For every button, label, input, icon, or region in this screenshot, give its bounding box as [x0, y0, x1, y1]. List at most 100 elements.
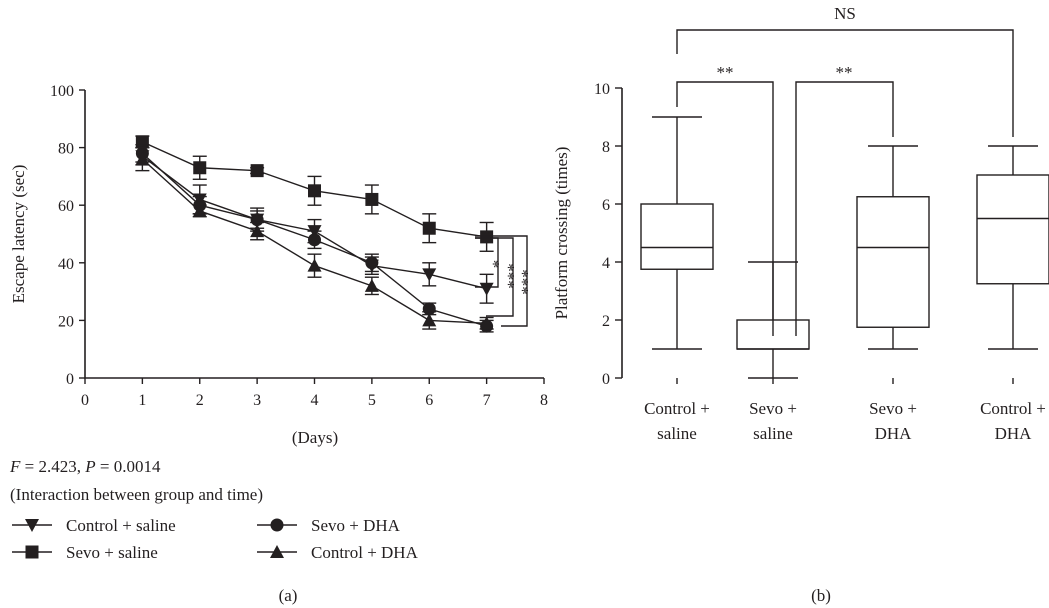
b-category-label: saline — [657, 424, 697, 443]
a-data-point — [479, 282, 494, 296]
b-y-tick-label: 0 — [602, 371, 610, 388]
a-series-2 — [135, 144, 494, 333]
a-x-tick-label: 7 — [483, 392, 491, 409]
b-y-axis-label: Platform crossing (times) — [552, 147, 571, 320]
a-y-tick-label: 80 — [58, 141, 74, 158]
a-series-0 — [135, 146, 494, 304]
a-axes — [84, 90, 544, 379]
a-x-tick-label: 1 — [138, 392, 146, 409]
a-data-point — [135, 152, 150, 166]
a-x-axis-label: (Days) — [292, 428, 338, 447]
b-y-tick-label: 10 — [594, 81, 610, 98]
a-data-point — [192, 203, 207, 217]
a-data-point — [365, 256, 379, 270]
a-sig-label-3: *** — [513, 269, 532, 295]
a-y-tick-label: 100 — [50, 83, 74, 100]
a-legend-label: Sevo + DHA — [311, 516, 401, 535]
b-box-rect — [976, 174, 1049, 285]
a-legend-label: Control + DHA — [311, 543, 419, 562]
a-stat-eq2: = 0.0014 — [96, 457, 161, 476]
a-bracket-3 — [475, 235, 528, 327]
a-data-point — [308, 184, 321, 198]
a-significance-brackets: * *** *** — [475, 235, 532, 327]
a-data-point — [308, 233, 321, 247]
b-y-tick-label: 8 — [602, 139, 610, 156]
b-category-label: DHA — [995, 424, 1033, 443]
a-x-tick-label: 4 — [311, 392, 319, 409]
b-box-rect — [640, 203, 714, 270]
a-x-tick-label: 6 — [425, 392, 433, 409]
a-legend-label: Control + saline — [66, 516, 176, 535]
a-series-3 — [135, 146, 494, 330]
a-x-tick-label: 2 — [196, 392, 204, 409]
b-category-labels: Control + saline Sevo + saline Sevo + DHA Cont… — [644, 399, 1046, 443]
a-legend-marker — [270, 518, 284, 532]
b-category-label: saline — [753, 424, 793, 443]
b-category-label: Control + — [644, 399, 710, 418]
b-bracket-3-label: NS — [834, 4, 856, 23]
a-data-point — [250, 164, 264, 178]
b-y-tick-label: 6 — [602, 197, 610, 214]
a-data-point — [422, 221, 436, 235]
a-x-tick-label: 5 — [368, 392, 376, 409]
b-category-label: Sevo + — [869, 399, 917, 418]
b-bracket-2-label: ** — [836, 63, 853, 82]
a-legend-item: Control + saline — [12, 516, 176, 535]
a-data-point — [250, 224, 265, 238]
b-box-3 — [976, 145, 1049, 384]
a-stat-line: F = 2.423, P = 0.0014 — [9, 457, 161, 476]
a-legend-label: Sevo + saline — [66, 543, 158, 562]
b-category-label: Control + — [980, 399, 1046, 418]
b-boxes — [640, 116, 1049, 384]
a-sig-label-2: *** — [499, 263, 518, 289]
b-significance-brackets: ** ** NS — [676, 4, 1014, 336]
a-legend-marker — [25, 545, 39, 559]
a-y-tick-label: 40 — [58, 256, 74, 273]
a-stat-note: (Interaction between group and time) — [10, 485, 263, 504]
a-legend-marker — [270, 545, 284, 558]
b-category-label: Sevo + — [749, 399, 797, 418]
b-bracket-1-label: ** — [717, 63, 734, 82]
a-data-point — [307, 258, 322, 272]
a-sig-label-1: * — [484, 260, 503, 269]
a-bracket-2 — [475, 237, 514, 317]
a-y-tick-label: 20 — [58, 313, 74, 330]
b-y-tick-label: 4 — [602, 255, 610, 272]
a-legend: Control + saline Sevo + saline Sevo + DHA C… — [12, 516, 419, 562]
a-data-point — [422, 268, 437, 282]
b-axis-ticks: 0 2 4 6 8 10 — [594, 81, 622, 388]
b-bracket-3 — [676, 29, 1014, 137]
a-legend-item: Sevo + DHA — [257, 516, 401, 535]
a-legend-marker — [25, 519, 39, 532]
a-data-point — [364, 278, 379, 292]
a-stat-eq1: = 2.423, — [20, 457, 85, 476]
b-box-rect — [856, 196, 930, 328]
a-stat-f: F — [9, 457, 21, 476]
a-series-group — [135, 135, 494, 333]
b-bracket-2 — [795, 81, 894, 336]
b-box-0 — [640, 116, 714, 384]
box-plot-panel: 0 2 4 6 8 10 Platform crossing (times) Contro… — [552, 4, 1049, 605]
b-box-2 — [856, 145, 930, 384]
a-y-tick-label: 60 — [58, 198, 74, 215]
b-panel-label: (b) — [811, 586, 831, 605]
a-data-point — [193, 161, 207, 175]
a-x-tick-label: 3 — [253, 392, 261, 409]
a-y-axis-label: Escape latency (sec) — [9, 165, 28, 304]
a-x-tick-label: 8 — [540, 392, 548, 409]
b-bracket-1 — [676, 81, 774, 336]
b-category-label: DHA — [875, 424, 913, 443]
a-x-tick-label: 0 — [81, 392, 89, 409]
a-data-point — [365, 192, 379, 206]
a-panel-label: (a) — [279, 586, 298, 605]
a-stat-p: P — [84, 457, 95, 476]
a-data-point — [422, 313, 437, 327]
a-legend-item: Control + DHA — [257, 543, 419, 562]
b-y-tick-label: 2 — [602, 313, 610, 330]
a-y-tick-label: 0 — [66, 371, 74, 388]
a-legend-item: Sevo + saline — [12, 543, 158, 562]
a-data-point — [479, 316, 494, 330]
